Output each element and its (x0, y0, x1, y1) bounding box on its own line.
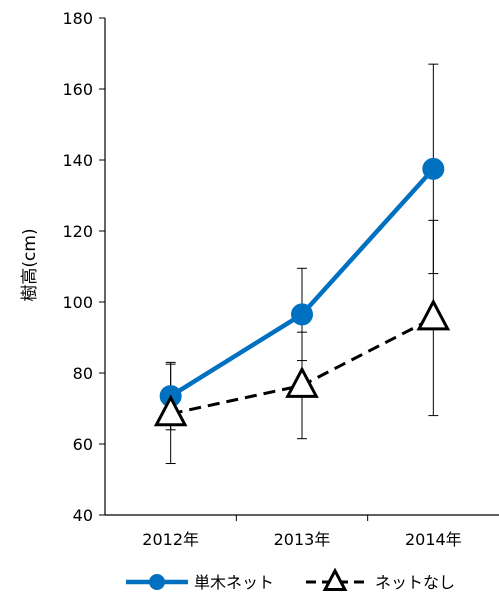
legend-label: 単木ネット (194, 573, 274, 592)
x-tick-label: 2014年 (405, 530, 462, 549)
legend-label: ネットなし (375, 573, 455, 592)
y-tick-label: 60 (73, 435, 93, 454)
y-tick-label: 140 (62, 151, 93, 170)
data-point-circle (291, 303, 313, 326)
y-tick-label: 160 (62, 80, 93, 99)
legend-marker-circle (149, 574, 165, 590)
x-tick-label: 2013年 (274, 530, 331, 549)
y-tick-label: 180 (62, 9, 93, 28)
y-ticks: 40 60 80 100 120 140 160 180 (62, 9, 105, 525)
y-tick-label: 100 (62, 293, 93, 312)
y-tick-label: 40 (73, 506, 93, 525)
data-point-triangle (416, 298, 451, 331)
axes (104, 18, 499, 521)
series-markers (153, 157, 451, 427)
x-tick-label: 2012年 (142, 530, 199, 549)
y-tick-label: 120 (62, 222, 93, 241)
y-axis-label: 樹高(cm) (20, 228, 40, 301)
y-tick-label: 80 (73, 364, 93, 383)
x-tick-labels: 2012年 2013年 2014年 (142, 530, 461, 549)
data-point-triangle (285, 366, 319, 398)
data-point-triangle (153, 394, 188, 427)
legend-marker-triangle (322, 567, 348, 592)
legend: 単木ネット ネットなし (126, 567, 455, 592)
error-bars (165, 63, 439, 465)
data-point-circle (422, 157, 445, 180)
